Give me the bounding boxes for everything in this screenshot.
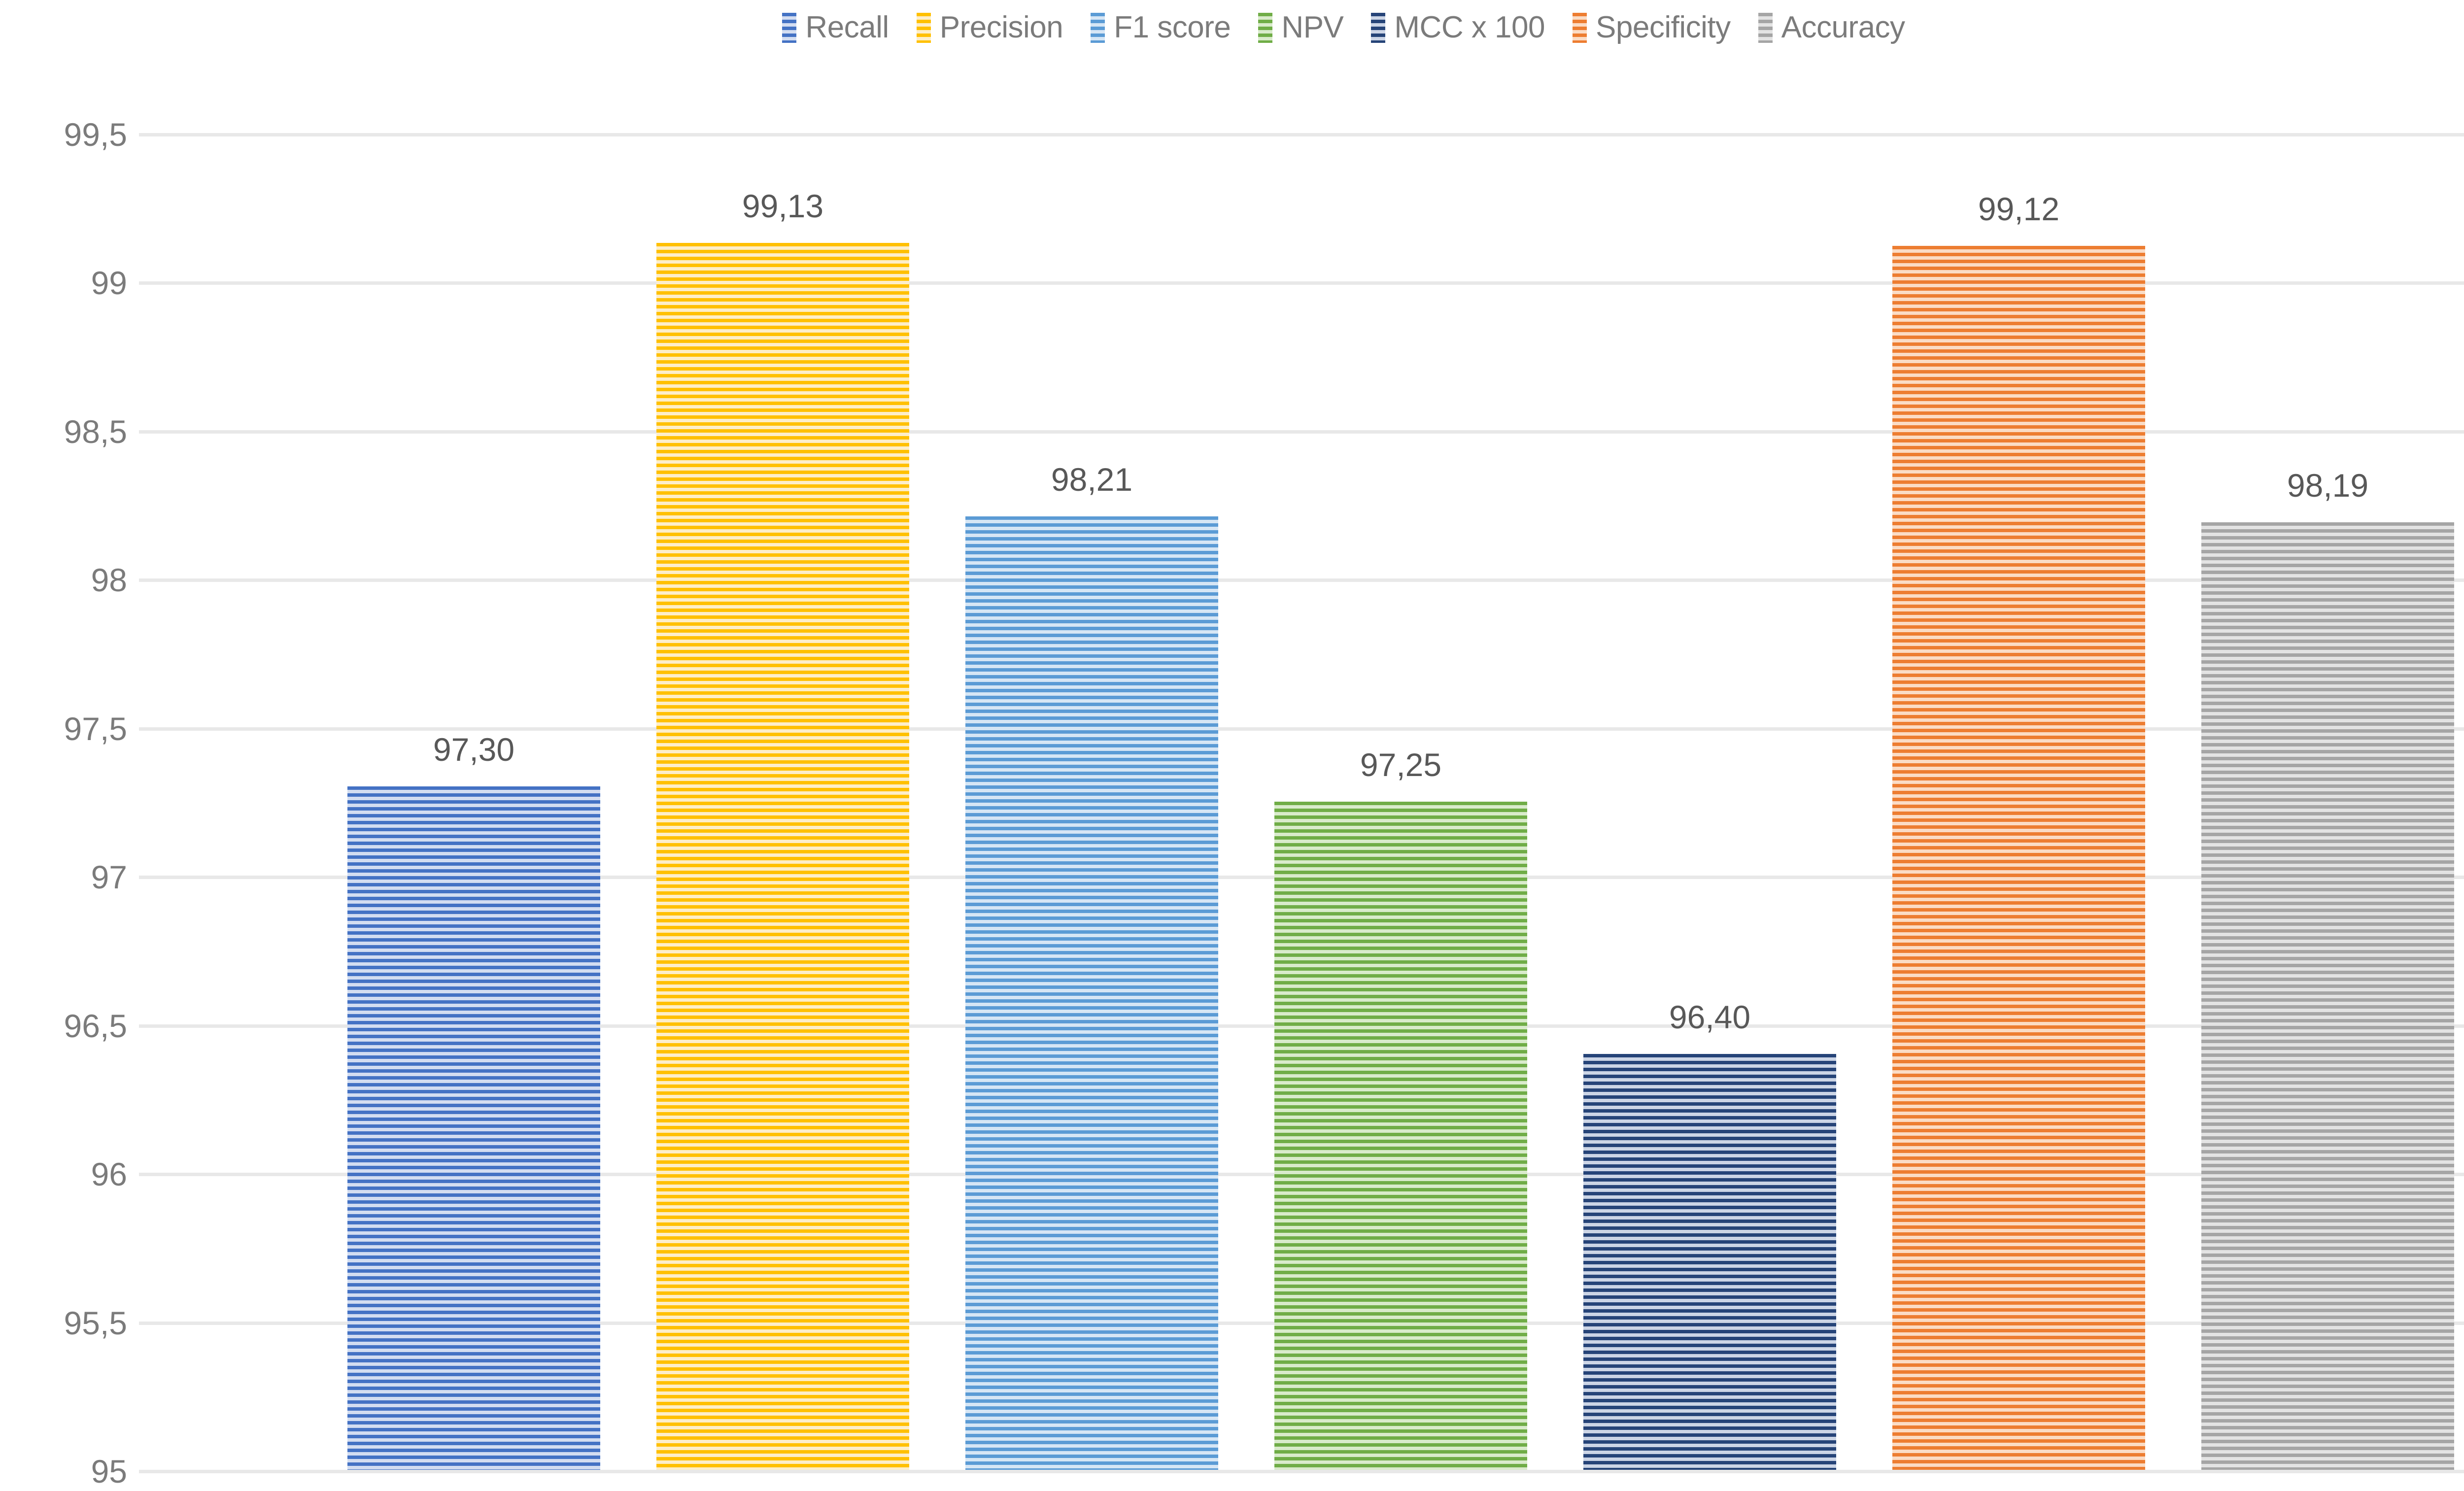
legend-swatch-icon (1091, 12, 1105, 43)
y-axis-tick-label: 95,5 (64, 1304, 127, 1341)
bar[interactable] (656, 243, 909, 1470)
bar-value-label: 99,13 (742, 188, 824, 225)
legend-item-mcc-x-100[interactable]: MCC x 100 (1371, 12, 1545, 43)
bar-value-label: 96,40 (1669, 998, 1751, 1035)
bar[interactable] (1274, 801, 1527, 1470)
legend-swatch-icon (916, 12, 931, 43)
legend-item-label: Recall (805, 10, 889, 44)
bar-value-label: 98,19 (2287, 467, 2369, 504)
bar-value-label: 99,12 (1978, 191, 2060, 228)
bar-group: 99,13 (656, 133, 909, 1470)
bar-value-label: 98,21 (1051, 461, 1133, 498)
bar-group: 96,40 (1583, 133, 1836, 1470)
bar-group: 97,30 (347, 133, 600, 1470)
y-axis-tick-label: 96 (91, 1156, 127, 1193)
legend-swatch-icon (782, 12, 797, 43)
legend-item-label: MCC x 100 (1394, 10, 1545, 44)
bar-group: 97,25 (1274, 133, 1527, 1470)
bar[interactable] (965, 516, 1218, 1470)
legend-item-label: Accuracy (1781, 10, 1905, 44)
bar[interactable] (1583, 1053, 1836, 1470)
bar-value-label: 97,25 (1360, 746, 1442, 783)
legend-item-precision[interactable]: Precision (916, 10, 1063, 44)
gridline (139, 727, 2464, 731)
bar-series-container: 97,30 99,13 98,21 97,25 96,40 99,12 98,19 (139, 133, 2464, 1470)
legend-item-f1-score[interactable]: F1 score (1091, 12, 1231, 43)
bar-group: 99,12 (1892, 133, 2145, 1470)
legend-item-label: F1 score (1114, 10, 1231, 44)
legend-item-accuracy[interactable]: Accuracy (1758, 12, 1905, 43)
bar-value-label: 97,30 (433, 731, 515, 768)
y-axis-tick-label: 98,5 (64, 413, 127, 450)
gridline (139, 1470, 2464, 1473)
y-axis-tick-label: 99,5 (64, 116, 127, 153)
bar[interactable] (2201, 522, 2454, 1470)
y-axis-tick-label: 97 (91, 859, 127, 896)
gridline (139, 578, 2464, 582)
legend-swatch-icon (1573, 12, 1587, 43)
y-axis: 99,5 99 98,5 98 97,5 97 96,5 96 95,5 95 (0, 118, 127, 1488)
y-axis-tick-label: 96,5 (64, 1007, 127, 1044)
bar-group: 98,21 (965, 133, 1218, 1470)
y-axis-tick-label: 95 (91, 1453, 127, 1490)
bar-group: 98,19 (2201, 133, 2454, 1470)
legend-item-label: Specificity (1596, 10, 1731, 44)
legend-swatch-icon (1758, 12, 1773, 43)
legend-item-label: NPV (1281, 10, 1344, 44)
bar[interactable] (347, 786, 600, 1470)
y-axis-tick-label: 98 (91, 562, 127, 599)
legend-item-specificity[interactable]: Specificity (1573, 12, 1731, 43)
legend-item-label: Precision (939, 10, 1063, 44)
legend-swatch-icon (1371, 12, 1386, 43)
legend-swatch-icon (1258, 12, 1273, 43)
y-axis-tick-label: 99 (91, 265, 127, 302)
gridline (139, 430, 2464, 434)
chart-legend: Recall Precision F1 score NPV MCC x 100 Speci… (0, 0, 2464, 55)
y-axis-tick-label: 97,5 (64, 710, 127, 747)
gridline (139, 281, 2464, 285)
legend-item-recall[interactable]: Recall (782, 12, 889, 43)
gridline (139, 133, 2464, 136)
bar[interactable] (1892, 246, 2145, 1470)
legend-item-npv[interactable]: NPV (1258, 10, 1344, 44)
